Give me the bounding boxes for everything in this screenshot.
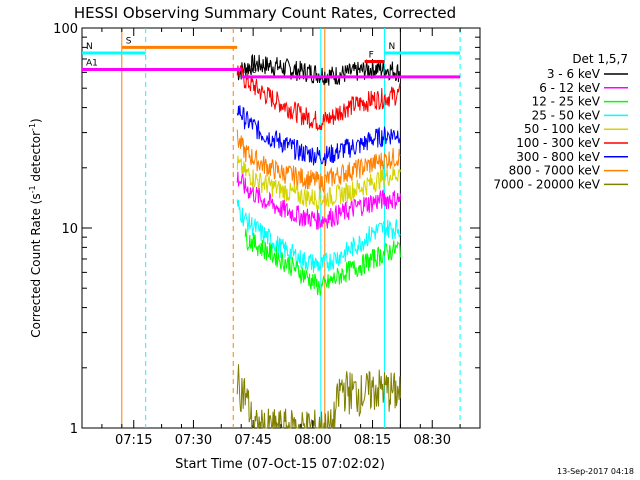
plot-area: S N N A1 A0 F <box>81 27 481 430</box>
series-line <box>236 155 401 210</box>
legend-label: 800 - 7000 keV <box>509 164 601 178</box>
status-bars <box>82 45 461 79</box>
x-tick-label: 08:00 <box>294 433 331 448</box>
annotation-label: N <box>388 42 395 52</box>
y-axis-label: Corrected Count Rate (s-1 detector-1) <box>28 118 43 337</box>
x-tick-label: 08:30 <box>414 433 451 448</box>
y-tick-label: 1 <box>70 422 78 437</box>
x-tick-label: 08:15 <box>354 433 391 448</box>
legend-label: 7000 - 20000 keV <box>493 177 600 191</box>
series-line <box>236 64 401 132</box>
legend-label: 300 - 800 keV <box>516 150 600 164</box>
series-line <box>236 53 401 86</box>
annotation-label: S <box>126 36 132 46</box>
series-line <box>244 228 401 296</box>
plot-frame <box>81 27 481 429</box>
annotations: S N N A1 A0 F <box>86 36 395 75</box>
legend-label: 100 - 300 keV <box>516 136 600 150</box>
x-tick-label: 07:15 <box>115 433 152 448</box>
series-line <box>236 105 401 166</box>
legend-title: Det 1,5,7 <box>572 52 628 66</box>
y-tick-label: 10 <box>61 222 78 237</box>
annotation-label: A1 <box>86 59 98 69</box>
x-axis: 07:15 07:30 07:45 08:00 08:15 08:30 <box>101 28 461 448</box>
legend-label: 50 - 100 keV <box>524 122 601 136</box>
series-line <box>236 364 401 430</box>
legend-label: 6 - 12 keV <box>539 81 601 95</box>
series-line <box>236 199 401 273</box>
annotation-label: F <box>369 50 374 60</box>
chart-title: HESSI Observing Summary Count Rates, Cor… <box>74 4 456 22</box>
series-layer <box>236 53 401 430</box>
x-tick-label: 07:30 <box>175 433 212 448</box>
legend-label: 3 - 6 keV <box>547 67 601 81</box>
legend-label: 25 - 50 keV <box>532 108 601 122</box>
series-line <box>236 171 401 230</box>
legend-label: 12 - 25 keV <box>532 95 601 109</box>
vertical-markers <box>121 28 461 428</box>
footer-timestamp: 13-Sep-2017 04:18 <box>557 467 634 476</box>
x-axis-label: Start Time (07-Oct-15 07:02:02) <box>175 457 385 472</box>
annotation-label: N <box>86 42 93 52</box>
series-line <box>236 129 401 194</box>
y-tick-label: 100 <box>53 22 78 37</box>
x-tick-label: 07:45 <box>234 433 271 448</box>
y-axis: 1 10 100 <box>53 22 480 437</box>
annotation-label: A0 <box>245 66 257 76</box>
